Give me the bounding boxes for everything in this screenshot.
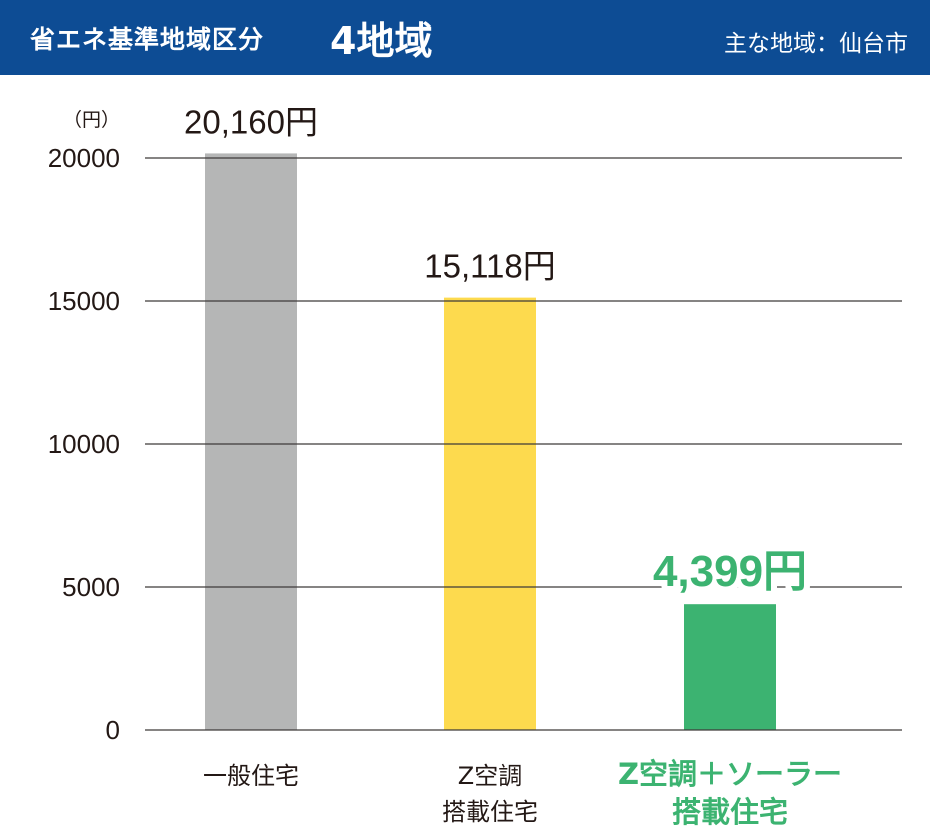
category-label-1-line-0: Z空調 bbox=[458, 762, 522, 790]
y-tick-label-1: 5000 bbox=[62, 572, 120, 602]
bar-2 bbox=[684, 604, 776, 730]
header-city: 主な地域：仙台市 bbox=[724, 31, 908, 57]
header-region: 4地域 bbox=[330, 19, 433, 63]
chart-header: 省エネ基準地域区分 4地域 主な地域：仙台市 bbox=[0, 0, 930, 75]
y-axis-unit-label: （円） bbox=[63, 109, 120, 131]
category-label-1-line-1: 搭載住宅 bbox=[442, 798, 538, 826]
y-tick-label-3: 15000 bbox=[48, 286, 120, 316]
category-label-0-line-0: 一般住宅 bbox=[203, 762, 299, 790]
y-tick-label-4: 20000 bbox=[48, 143, 120, 173]
bar-0 bbox=[205, 153, 297, 730]
y-tick-label-0: 0 bbox=[106, 715, 120, 745]
header-title: 省エネ基準地域区分 bbox=[30, 25, 265, 54]
value-label-1: 15,118円 bbox=[424, 248, 555, 285]
y-tick-label-2: 10000 bbox=[48, 429, 120, 459]
category-label-2-line-0: Z空調＋ソーラー bbox=[618, 757, 842, 791]
bar-1 bbox=[444, 297, 536, 730]
category-label-2-line-1: 搭載住宅 bbox=[672, 795, 788, 829]
value-label-2: 4,399円 bbox=[653, 547, 807, 596]
value-label-0: 20,160円 bbox=[184, 103, 318, 140]
